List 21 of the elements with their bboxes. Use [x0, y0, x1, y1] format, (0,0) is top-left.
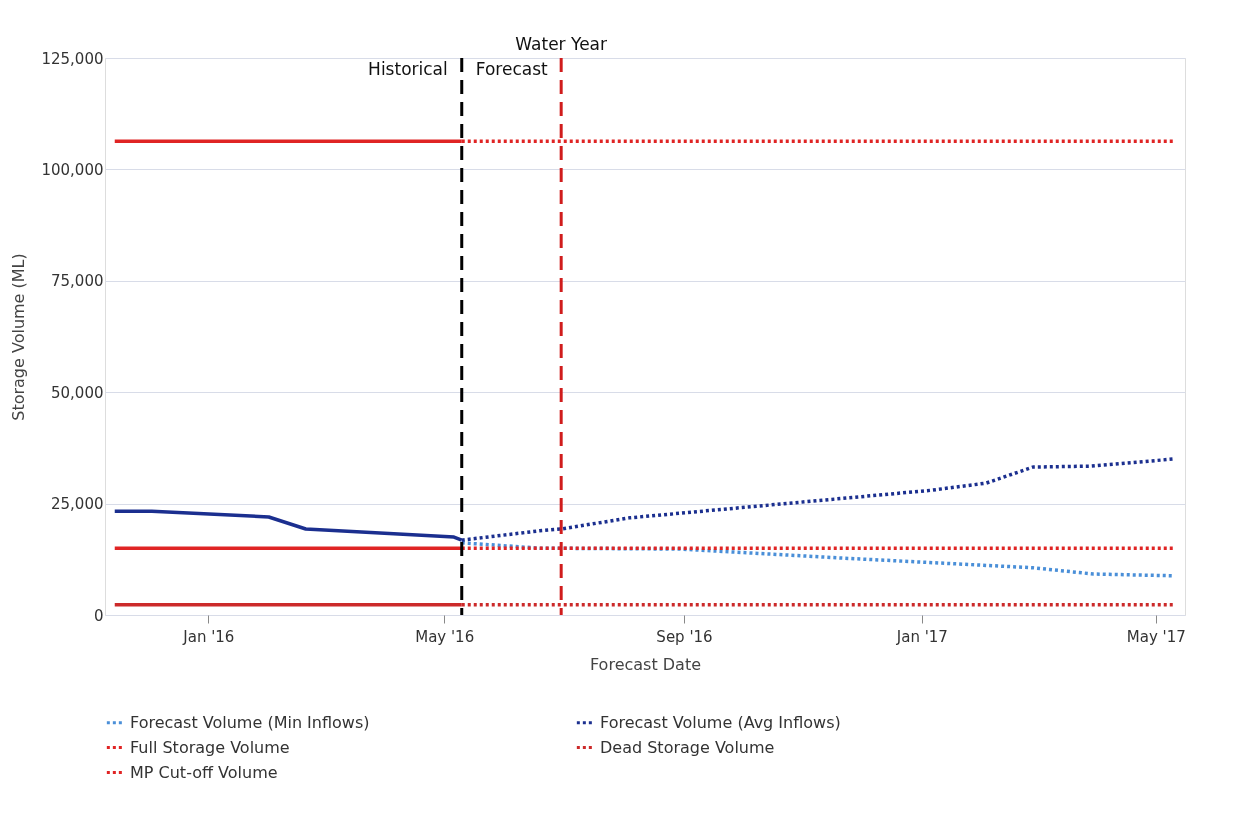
- y-tick-label: 125,000: [41, 49, 104, 68]
- y-tick-label: 25,000: [51, 495, 104, 514]
- x-tick-label: Sep '16: [656, 627, 713, 646]
- x-axis-title: Forecast Date: [589, 654, 702, 674]
- y-tick-label: 50,000: [51, 383, 104, 402]
- annotation: Forecast: [475, 59, 549, 79]
- x-tick-label: May '16: [415, 627, 475, 646]
- y-axis-title: Storage Volume (ML): [9, 253, 29, 421]
- y-tick-label: 100,000: [41, 160, 104, 179]
- ref-line-label: Water Year: [515, 34, 607, 54]
- legend-label: Dead Storage Volume: [600, 737, 775, 757]
- x-tick-label: May '17: [1126, 627, 1186, 646]
- annotation: Historical: [368, 59, 448, 79]
- y-tick-label: 75,000: [51, 272, 104, 291]
- x-tick-label: Jan '16: [182, 627, 235, 646]
- legend-label: MP Cut-off Volume: [130, 762, 278, 782]
- legend-label: Forecast Volume (Avg Inflows): [600, 712, 841, 732]
- legend-label: Forecast Volume (Min Inflows): [130, 712, 370, 732]
- x-tick-label: Jan '17: [895, 627, 948, 646]
- y-tick-label: 0: [93, 606, 104, 625]
- legend-label: Full Storage Volume: [130, 737, 290, 757]
